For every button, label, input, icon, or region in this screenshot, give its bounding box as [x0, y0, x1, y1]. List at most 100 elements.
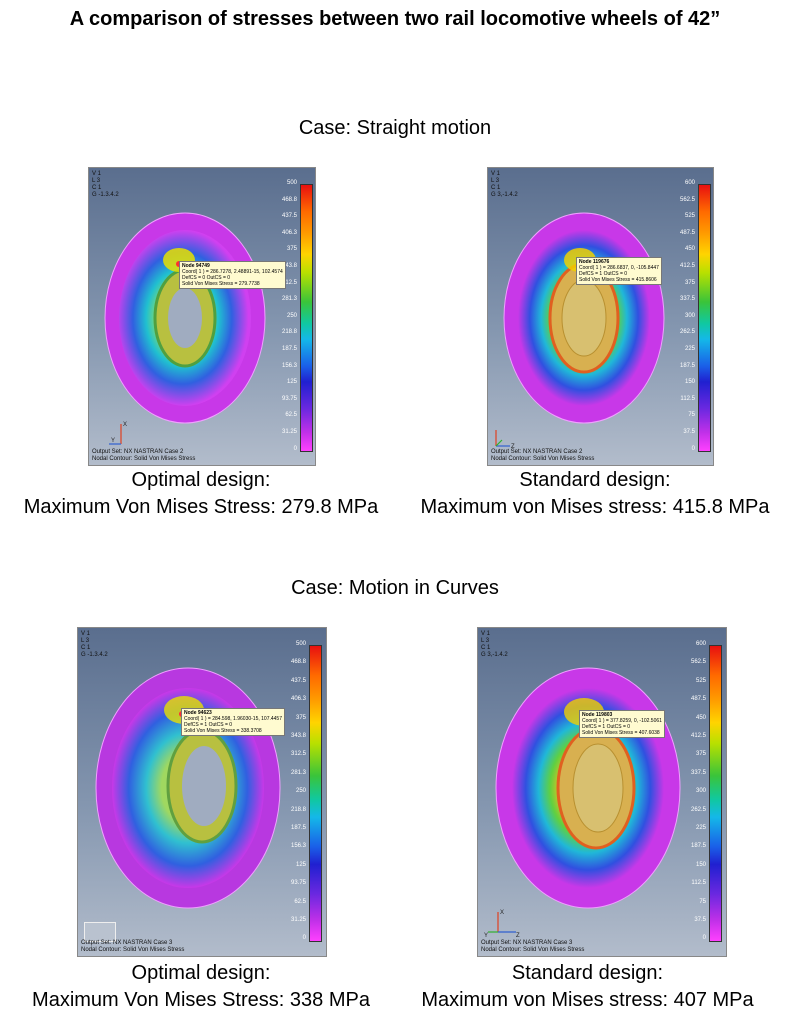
view-info: V 1 L 3 C 1 G 3,-1.4.2 — [491, 171, 518, 198]
legend-label: 281.3 — [281, 296, 297, 303]
caption-max-stress: Maximum von Mises stress: 415.8 MPa — [420, 496, 770, 518]
legend-label: 450 — [684, 246, 695, 253]
legend-label: 250 — [286, 312, 297, 319]
case-heading-straight: Case: Straight motion — [298, 117, 492, 139]
legend-label: 187.5 — [281, 346, 297, 352]
svg-text:Z: Z — [511, 444, 515, 450]
legend-label: 375 — [684, 279, 695, 286]
legend-label: 375 — [295, 714, 306, 721]
svg-text:X: X — [500, 910, 504, 916]
legend-label: 300 — [695, 788, 706, 795]
node-tooltip: Node 94623 Coord( 1 ) = 284.598, 1.96030… — [181, 708, 285, 736]
legend-label: 156.3 — [290, 843, 306, 850]
output-set-footer: Output Set: NX NASTRAN Case 2 Nodal Cont… — [491, 449, 595, 462]
legend-label: 75 — [699, 898, 706, 905]
svg-text:Z: Z — [516, 933, 520, 938]
node-tooltip: Node 119676 Coord( 1 ) = 286.6837, 0, -1… — [576, 257, 662, 285]
legend-label: 218.8 — [281, 329, 297, 336]
page-title: A comparison of stresses between two rai… — [69, 8, 721, 30]
case-heading-curves: Case: Motion in Curves — [291, 577, 499, 599]
stress-legend-labels: 500 468.8 437.5 406.3 375 343.8 312.5 28… — [271, 180, 297, 452]
legend-label: 93.75 — [290, 880, 306, 887]
legend-label: 412.5 — [690, 733, 706, 739]
legend-label: 437.5 — [281, 213, 297, 220]
tooltip-defcs: DefCS = 1 OutCS = 0 — [579, 271, 628, 277]
legend-label: 500 — [295, 641, 306, 647]
legend-label: 406.3 — [281, 229, 297, 236]
legend-label: 0 — [293, 445, 297, 452]
legend-label: 187.5 — [290, 825, 306, 831]
svg-text:X: X — [123, 422, 127, 428]
output-set-footer: Output Set: NX NASTRAN Case 2 Nodal Cont… — [92, 449, 196, 462]
legend-label: 562.5 — [679, 196, 695, 203]
output-set-footer: Output Set: NX NASTRAN Case 3 Nodal Cont… — [81, 940, 185, 953]
legend-label: 187.5 — [690, 843, 706, 850]
legend-label: 225 — [695, 825, 706, 831]
legend-label: 450 — [695, 714, 706, 721]
axis-triad-icon: X Y Z — [484, 910, 520, 938]
legend-label: 225 — [684, 346, 695, 352]
caption-straight-optimal: Optimal design: Maximum Von Mises Stress… — [0, 467, 402, 521]
stress-legend-colorbar — [698, 184, 711, 452]
output-set-footer: Output Set: NX NASTRAN Case 3 Nodal Cont… — [481, 940, 585, 953]
legend-label: 31.25 — [281, 429, 297, 435]
legend-label: 262.5 — [690, 806, 706, 813]
legend-label: 0 — [302, 935, 306, 941]
axis-triad-icon: X Y — [109, 422, 127, 445]
tooltip-node: Node 94623 — [184, 710, 212, 716]
legend-label: 93.75 — [281, 395, 297, 402]
view-control-icon[interactable] — [84, 922, 116, 942]
caption-max-stress: Maximum von Mises stress: 407 MPa — [421, 989, 754, 1011]
legend-label: 412.5 — [679, 263, 695, 269]
legend-label: 31.25 — [290, 917, 306, 923]
caption-design-label: Optimal design: — [131, 962, 271, 984]
tooltip-defcs: DefCS = 1 OutCS = 0 — [582, 724, 631, 730]
legend-label: 150 — [695, 861, 706, 868]
stress-legend-colorbar — [709, 645, 722, 942]
legend-label: 112.5 — [691, 880, 706, 887]
legend-label: 562.5 — [690, 659, 706, 666]
axis-triad-icon: Z — [495, 430, 515, 450]
legend-label: 112.5 — [680, 395, 695, 402]
fea-panel-curves-optimal: V 1 L 3 C 1 G -1.3.4.2 500 468.8 437.5 4… — [77, 627, 327, 957]
stress-legend-labels: 600 562.5 525 487.5 450 412.5 375 337.5 … — [669, 180, 695, 452]
legend-label: 525 — [695, 677, 706, 684]
legend-label: 62.5 — [285, 412, 297, 419]
legend-label: 37.5 — [683, 429, 695, 435]
node-tooltip: Node 119803 Coord( 1 ) = 377.8259, 0, -1… — [579, 710, 665, 738]
legend-label: 300 — [684, 312, 695, 319]
view-info: V 1 L 3 C 1 G -1.3.4.2 — [92, 171, 119, 198]
tooltip-stress: Solid Von Mises Stress = 279.7738 — [182, 281, 260, 287]
legend-label: 600 — [684, 180, 695, 186]
legend-label: 337.5 — [690, 769, 706, 776]
view-info: V 1 L 3 C 1 G 3,-1.4.2 — [481, 631, 508, 658]
legend-label: 343.8 — [281, 263, 297, 269]
legend-label: 0 — [702, 935, 706, 941]
tooltip-node: Node 119803 — [582, 712, 613, 718]
tooltip-stress: Solid Von Mises Stress = 415.8606 — [579, 277, 657, 283]
caption-design-label: Optimal design: — [131, 469, 271, 491]
stress-legend-colorbar — [309, 645, 322, 942]
legend-label: 218.8 — [290, 806, 306, 813]
legend-label: 343.8 — [290, 733, 306, 739]
legend-label: 337.5 — [679, 296, 695, 303]
legend-label: 0 — [691, 445, 695, 452]
tooltip-coord: Coord( 1 ) = 286.6837, 0, -105.8447 — [579, 265, 659, 271]
legend-label: 375 — [695, 751, 706, 758]
legend-label: 525 — [684, 213, 695, 220]
legend-label: 281.3 — [290, 769, 306, 776]
legend-label: 312.5 — [290, 751, 306, 758]
legend-label: 312.5 — [281, 279, 297, 286]
caption-max-stress: Maximum Von Mises Stress: 338 MPa — [32, 989, 370, 1011]
legend-label: 468.8 — [290, 659, 306, 666]
tooltip-stress: Solid Von Mises Stress = 407.6038 — [582, 730, 660, 736]
caption-curves-standard: Standard design: Maximum von Mises stres… — [400, 960, 775, 1014]
legend-label: 487.5 — [679, 229, 695, 236]
legend-label: 406.3 — [290, 696, 306, 703]
tooltip-node: Node 119676 — [579, 259, 610, 265]
legend-label: 75 — [688, 412, 695, 419]
tooltip-node: Node 94749 — [182, 263, 210, 269]
caption-design-label: Standard design: — [511, 962, 664, 984]
legend-label: 125 — [286, 379, 297, 386]
stress-legend-colorbar — [300, 184, 313, 452]
